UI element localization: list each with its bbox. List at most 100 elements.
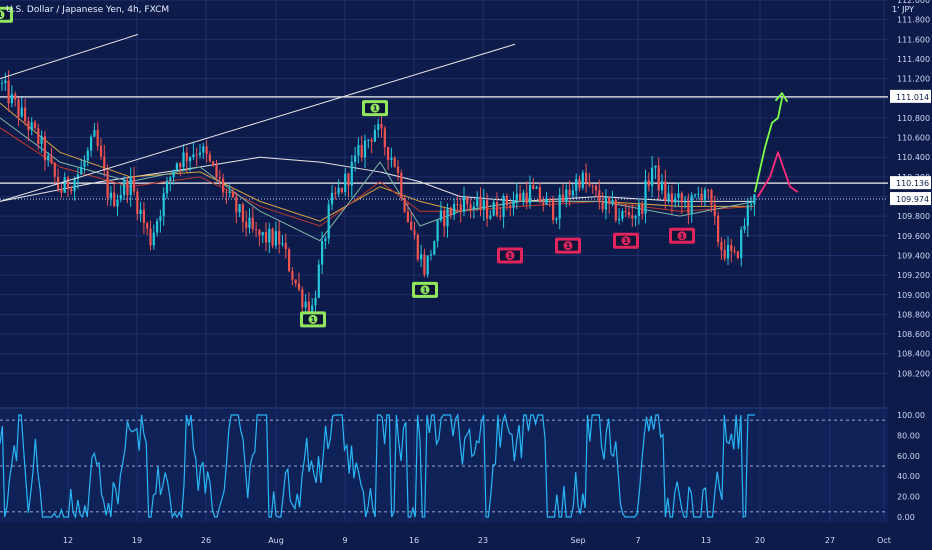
- candle-bullish: [354, 155, 357, 162]
- candle-bearish: [598, 190, 601, 203]
- candle-bearish: [594, 185, 598, 191]
- time-tick-label: Oct: [877, 536, 891, 545]
- candle-bullish: [472, 206, 475, 209]
- candle-bearish: [631, 215, 634, 219]
- candle-bullish: [436, 220, 439, 242]
- candle-bearish: [647, 180, 650, 186]
- candle-bearish: [479, 197, 482, 210]
- candle-bearish: [24, 107, 27, 122]
- candle-bearish: [717, 215, 720, 243]
- time-tick-label: Aug: [268, 536, 284, 545]
- candle-bullish: [248, 217, 251, 229]
- candle-bearish: [136, 191, 139, 214]
- price-tick-label: 110.600: [897, 134, 930, 143]
- time-tick-label: 12: [63, 536, 73, 545]
- candle-bullish: [637, 204, 640, 217]
- candle-bullish: [377, 124, 380, 130]
- candle-bullish: [489, 215, 492, 219]
- candle-bullish: [321, 240, 324, 265]
- candle-bearish: [37, 128, 40, 144]
- candle-bullish: [202, 146, 205, 153]
- candle-bearish: [505, 195, 508, 206]
- candle-bearish: [66, 177, 70, 190]
- candle-bearish: [406, 211, 409, 222]
- candle-bearish: [50, 155, 53, 164]
- candle-bullish: [684, 201, 687, 203]
- price-label-box: [890, 192, 931, 206]
- price-tick-label: 112.000: [897, 0, 930, 5]
- candle-bullish: [350, 161, 353, 186]
- candle-bearish: [568, 189, 571, 196]
- candle-bullish: [581, 172, 584, 188]
- candle-bullish: [651, 167, 654, 186]
- price-tick-label: 111.800: [897, 16, 930, 25]
- candle-bearish: [423, 254, 426, 275]
- candle-bearish: [413, 229, 416, 235]
- candle-bullish: [281, 243, 284, 245]
- candle-bullish: [83, 160, 86, 167]
- candle-bearish: [7, 80, 10, 104]
- candle-bearish: [707, 189, 710, 191]
- candle-bullish: [429, 254, 433, 256]
- badge-glyph: 1: [680, 232, 685, 240]
- candle-bullish: [515, 193, 518, 201]
- candle-bearish: [255, 229, 258, 231]
- candle-bullish: [327, 204, 330, 239]
- sell-signal-icon: 1: [555, 237, 581, 254]
- candle-bullish: [545, 198, 548, 205]
- candle-bullish: [152, 232, 155, 246]
- candle-bullish: [492, 202, 495, 216]
- candle-bullish: [172, 169, 175, 178]
- candle-bearish: [495, 202, 499, 216]
- candle-bearish: [17, 99, 20, 117]
- candle-bearish: [538, 187, 541, 203]
- candle-bearish: [241, 204, 244, 222]
- candle-bearish: [264, 232, 268, 243]
- candle-bearish: [222, 178, 225, 193]
- candle-bullish: [314, 297, 317, 306]
- time-tick-label: 20: [755, 536, 765, 545]
- candle-bearish: [146, 222, 149, 229]
- candle-bullish: [654, 165, 657, 168]
- candle-bullish: [535, 187, 538, 189]
- candle-bearish: [561, 194, 565, 202]
- candle-bearish: [231, 191, 235, 198]
- candle-bearish: [519, 193, 522, 201]
- candle-bearish: [179, 163, 182, 168]
- candle-bearish: [103, 156, 106, 171]
- candle-bearish: [403, 198, 406, 212]
- candle-bearish: [297, 283, 301, 290]
- candle-bullish: [324, 238, 327, 241]
- candle-bearish: [258, 229, 261, 236]
- chart-title: U.S. Dollar / Japanese Yen, 4h, FXCM: [6, 5, 170, 15]
- price-label-text: 110.136: [896, 179, 929, 188]
- candle-bullish: [73, 179, 76, 192]
- sell-signal-icon: 1: [613, 232, 639, 249]
- candle-bearish: [456, 204, 459, 206]
- candle-bearish: [218, 177, 221, 179]
- candle-bearish: [700, 193, 703, 201]
- candle-bullish: [123, 180, 126, 195]
- candle-bullish: [162, 193, 165, 217]
- candle-bearish: [291, 271, 294, 280]
- price-tick-label: 109.800: [897, 212, 930, 221]
- candle-bullish: [476, 197, 479, 207]
- candle-bearish: [509, 205, 512, 208]
- candle-bullish: [63, 177, 66, 193]
- candle-bullish: [20, 107, 23, 117]
- candle-bearish: [601, 202, 604, 210]
- candle-bullish: [192, 154, 195, 158]
- price-tick-label: 109.200: [897, 271, 930, 280]
- candle-bearish: [542, 202, 545, 205]
- trendline: [0, 33, 139, 80]
- candle-bearish: [410, 221, 413, 230]
- candle-bullish: [330, 192, 334, 205]
- candle-bearish: [486, 200, 489, 219]
- time-tick-label: 7: [635, 536, 640, 545]
- candle-bearish: [733, 250, 736, 252]
- buy-signal-icon: 1: [300, 311, 326, 328]
- candle-bullish: [169, 177, 172, 181]
- stochastic-tick-label: 80.00: [897, 431, 920, 440]
- sell-signal-icon: 1: [669, 227, 695, 244]
